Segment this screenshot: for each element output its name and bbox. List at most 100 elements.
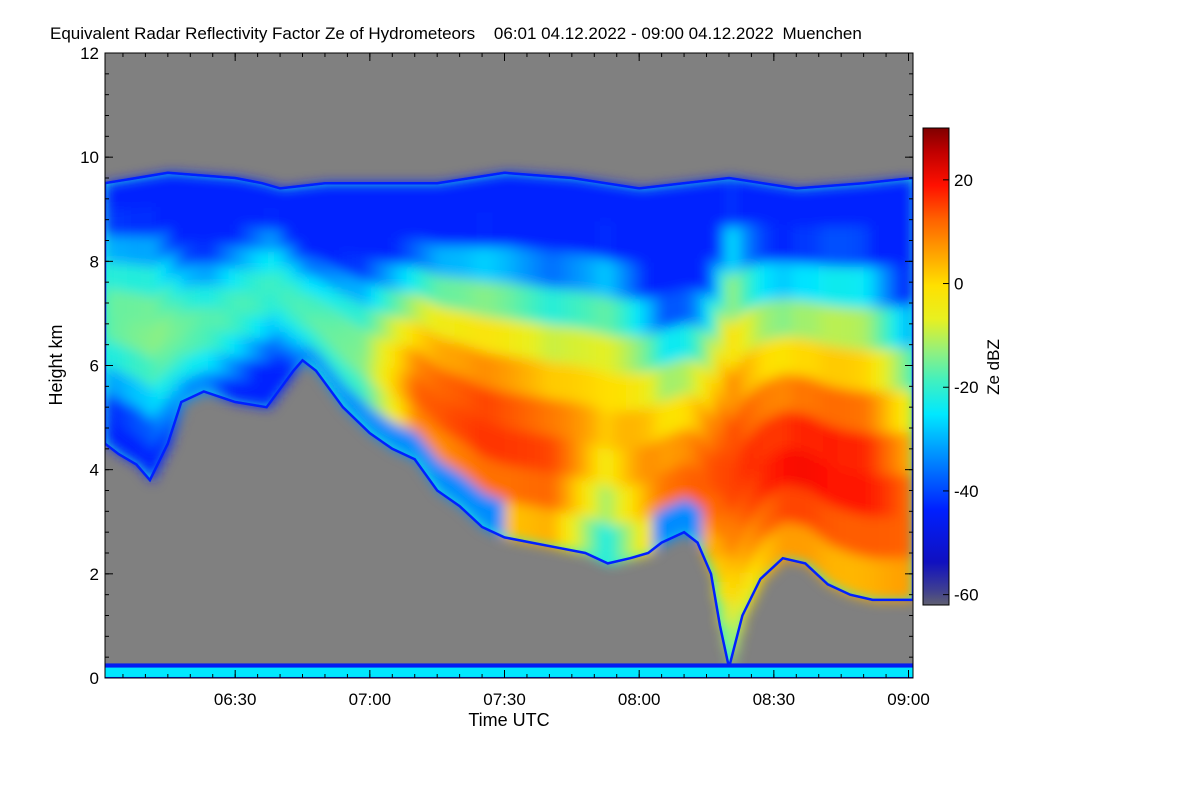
echo-cell bbox=[540, 212, 546, 251]
echo-cell bbox=[383, 235, 389, 262]
echo-cell bbox=[661, 364, 667, 401]
echo-cell bbox=[338, 205, 344, 228]
echo-cell bbox=[643, 407, 649, 446]
echo-cell bbox=[347, 206, 353, 230]
echo-cell bbox=[791, 448, 798, 487]
echo-cell bbox=[459, 179, 465, 214]
echo-cell bbox=[208, 327, 214, 351]
echo-cell bbox=[531, 469, 537, 507]
echo-cell bbox=[257, 204, 263, 228]
echo-cell bbox=[729, 422, 735, 473]
echo-cell bbox=[868, 432, 874, 475]
echo-cell bbox=[325, 263, 331, 284]
echo-cell bbox=[535, 359, 542, 397]
echo-cell bbox=[558, 436, 564, 475]
echo-cell bbox=[468, 447, 474, 482]
echo-cell bbox=[827, 544, 833, 585]
echo-cell bbox=[248, 180, 254, 204]
echo-cell bbox=[118, 235, 124, 264]
echo-cell bbox=[836, 548, 842, 590]
echo-cell bbox=[212, 329, 218, 352]
echo-cell bbox=[854, 554, 860, 597]
echo-cell bbox=[890, 390, 896, 433]
echo-cell bbox=[594, 482, 600, 521]
echo-cell bbox=[598, 219, 605, 259]
echo-cell bbox=[850, 430, 856, 473]
echo-cell bbox=[823, 186, 829, 227]
echo-cell bbox=[859, 307, 865, 350]
echo-cell bbox=[360, 352, 367, 377]
title-location: Muenchen bbox=[782, 24, 861, 43]
echo-cell bbox=[755, 385, 762, 427]
echo-cell bbox=[702, 218, 708, 257]
echo-cell bbox=[895, 305, 901, 349]
echo-cell bbox=[275, 249, 281, 272]
echo-cell bbox=[495, 461, 501, 499]
echo-cell bbox=[459, 245, 465, 279]
echo-cell bbox=[711, 495, 717, 536]
echo-cell bbox=[307, 221, 313, 240]
echo-cell bbox=[477, 280, 483, 317]
echo-cell bbox=[854, 389, 860, 432]
echo-cell bbox=[854, 183, 860, 226]
echo-cell bbox=[482, 421, 488, 458]
echo-cell bbox=[396, 210, 403, 238]
echo-cell bbox=[450, 404, 456, 437]
echo-cell bbox=[881, 181, 887, 224]
echo-cell bbox=[176, 367, 183, 393]
echo-cell bbox=[127, 403, 133, 433]
echo-cell bbox=[293, 315, 299, 335]
echo-cell bbox=[544, 397, 551, 436]
echo-cell bbox=[325, 342, 331, 364]
echo-cell bbox=[140, 206, 147, 237]
echo-cell bbox=[693, 503, 699, 540]
echo-cell bbox=[486, 352, 492, 389]
echo-cell bbox=[235, 357, 241, 381]
echo-cell bbox=[886, 180, 892, 224]
echo-cell bbox=[360, 255, 367, 281]
echo-cell bbox=[401, 318, 407, 346]
echo-cell bbox=[262, 205, 268, 229]
echo-cell bbox=[773, 223, 780, 263]
echo-cell bbox=[787, 261, 793, 300]
echo-cell bbox=[805, 450, 811, 490]
echo-cell bbox=[123, 290, 129, 320]
echo-cell bbox=[652, 331, 658, 369]
echo-cell bbox=[791, 374, 798, 413]
echo-cell bbox=[527, 284, 533, 323]
echo-cell bbox=[383, 338, 389, 366]
echo-cell bbox=[589, 480, 596, 519]
echo-cell bbox=[544, 212, 551, 251]
echo-cell bbox=[217, 242, 223, 266]
echo-cell bbox=[863, 390, 869, 433]
echo-cell bbox=[185, 219, 192, 243]
echo-cell bbox=[167, 227, 174, 255]
echo-cell bbox=[751, 306, 757, 349]
echo-cell bbox=[531, 248, 537, 286]
echo-cell bbox=[464, 179, 470, 213]
echo-cell bbox=[684, 322, 690, 359]
echo-cell bbox=[657, 222, 663, 260]
echo-cell bbox=[423, 298, 429, 329]
echo-cell bbox=[131, 292, 138, 322]
echo-cell bbox=[396, 183, 403, 211]
echo-cell bbox=[486, 387, 492, 424]
echo-cell bbox=[796, 524, 802, 563]
echo-cell bbox=[154, 441, 160, 472]
echo-cell bbox=[405, 183, 412, 212]
echo-cell bbox=[253, 203, 259, 227]
echo-cell bbox=[396, 370, 403, 399]
echo-cell bbox=[639, 225, 645, 263]
echo-cell bbox=[535, 212, 542, 250]
echo-cell bbox=[401, 210, 407, 238]
echo-cell bbox=[114, 181, 120, 210]
echo-cell bbox=[796, 449, 802, 488]
echo-cell bbox=[616, 260, 622, 299]
echo-cell bbox=[598, 295, 605, 334]
echo-cell bbox=[459, 408, 465, 442]
echo-cell bbox=[455, 341, 461, 375]
echo-cell bbox=[540, 286, 546, 324]
echo-cell bbox=[491, 388, 497, 425]
echo-cell bbox=[365, 207, 371, 234]
echo-cell bbox=[540, 323, 546, 361]
